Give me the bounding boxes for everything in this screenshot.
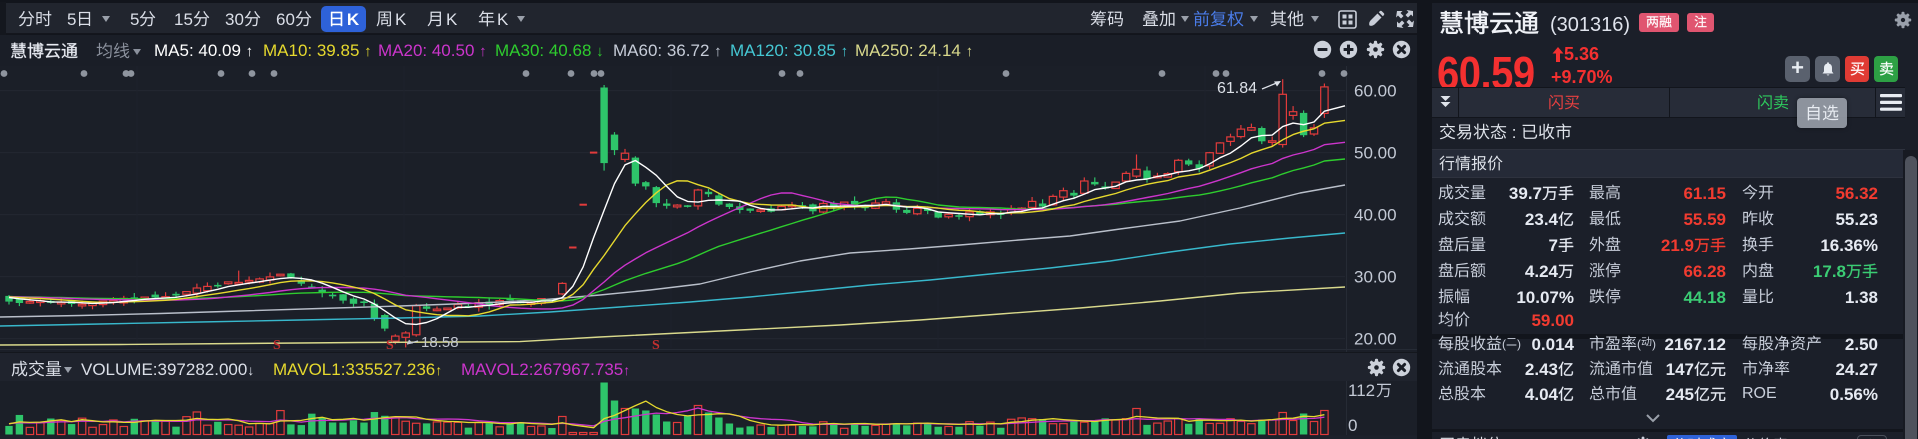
svg-text:61.84: 61.84 <box>1217 80 1257 97</box>
svg-text:0: 0 <box>1348 416 1357 435</box>
svg-text:20.00: 20.00 <box>1354 330 1397 349</box>
svg-text:S: S <box>386 338 394 353</box>
svg-text:50.00: 50.00 <box>1354 144 1397 163</box>
svg-text:40.00: 40.00 <box>1354 206 1397 225</box>
svg-text:112: 112 <box>1348 381 1375 400</box>
svg-text:18.58: 18.58 <box>421 334 459 351</box>
svg-text:S: S <box>273 338 281 353</box>
svg-text:S: S <box>652 338 660 353</box>
svg-text:30.00: 30.00 <box>1354 268 1397 287</box>
svg-text:60.00: 60.00 <box>1354 82 1397 101</box>
